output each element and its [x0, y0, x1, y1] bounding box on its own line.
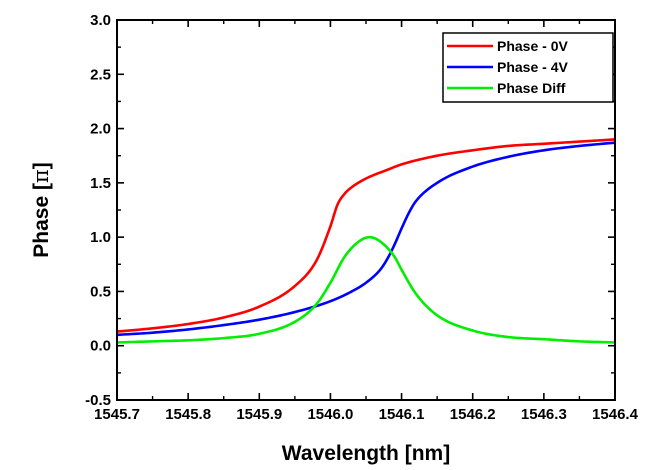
x-tick-label: 1545.9 [236, 406, 282, 423]
x-tick-label: 1546.3 [521, 406, 567, 423]
plot-curves [117, 138, 615, 344]
x-tick-label: 1545.8 [165, 406, 211, 423]
y-tick-label: 2.0 [90, 121, 111, 138]
legend-label-phase-0v: Phase - 0V [497, 38, 568, 54]
y-axis-title-symbol: π [29, 169, 53, 183]
y-tick-labels: -0.5 0.0 0.5 1.0 1.5 2.0 2.5 3.0 [85, 12, 111, 409]
y-axis-title: Phase [π] [29, 162, 53, 258]
x-axis-title: Wavelength [nm] [282, 442, 450, 465]
x-tick-label: 1545.7 [94, 406, 140, 423]
series-line-phase-0v [117, 138, 615, 333]
y-tick-label: 1.5 [90, 175, 111, 192]
x-tick-label: 1546.0 [307, 406, 353, 423]
x-tick-label: 1546.2 [450, 406, 496, 423]
y-tick-label: -0.5 [85, 392, 111, 409]
x-tick-label: 1546.4 [592, 406, 639, 423]
series-line-phase-diff [117, 235, 615, 344]
y-tick-label: 3.0 [90, 12, 111, 29]
y-axis-title-end: ] [30, 162, 53, 169]
y-tick-label: 2.5 [90, 66, 111, 83]
legend: Phase - 0V Phase - 4V Phase Diff [442, 32, 614, 103]
legend-label-phase-4v: Phase - 4V [497, 59, 568, 75]
y-tick-label: 0.5 [90, 283, 111, 300]
y-axis-title-main: Phase [ [30, 183, 53, 258]
x-tick-labels: 1545.7 1545.8 1545.9 1546.0 1546.1 1546.2 1546… [94, 406, 639, 423]
series-line-phase-4v [117, 141, 615, 337]
y-tick-label: 0.0 [90, 338, 111, 355]
y-tick-label: 1.0 [90, 229, 111, 246]
legend-label-phase-diff: Phase Diff [497, 80, 566, 96]
x-tick-label: 1546.1 [379, 406, 425, 423]
